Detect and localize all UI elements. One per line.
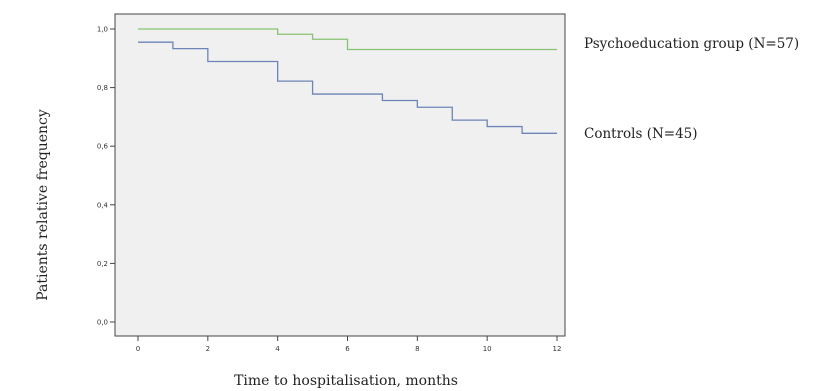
- x-tick-label: 8: [415, 345, 419, 353]
- y-axis-title: Patients relative frequency: [35, 109, 51, 301]
- y-tick-label: 0,6: [97, 143, 109, 151]
- y-tick-label: 0,0: [97, 319, 108, 327]
- x-tick-label: 4: [275, 345, 280, 353]
- y-tick-label: 0,8: [97, 84, 108, 92]
- y-tick-label: 1,0: [97, 26, 108, 34]
- x-axis-title: Time to hospitalisation, months: [234, 373, 458, 389]
- series-lines: [138, 28, 557, 134]
- x-tick-label: 12: [553, 345, 562, 353]
- series-label-0: Psychoeducation group (N=57): [584, 36, 799, 52]
- y-axis: 0,0 0,2 0,4 0,6 0,8 1,0: [97, 26, 115, 327]
- y-tick-label: 0,4: [97, 201, 109, 209]
- x-tick-label: 6: [345, 345, 350, 353]
- plot-area: [114, 13, 566, 337]
- series-line-1: [138, 41, 557, 134]
- x-tick-label: 10: [483, 345, 492, 353]
- x-axis: 0 2 4 6 8 10 12: [136, 336, 562, 353]
- x-tick-label: 2: [206, 345, 210, 353]
- series-labels: Psychoeducation group (N=57) Controls (N=…: [584, 36, 799, 142]
- series-label-1: Controls (N=45): [584, 126, 698, 142]
- series-line-0: [138, 28, 557, 51]
- y-tick-label: 0,2: [97, 260, 108, 268]
- x-tick-label: 0: [136, 345, 140, 353]
